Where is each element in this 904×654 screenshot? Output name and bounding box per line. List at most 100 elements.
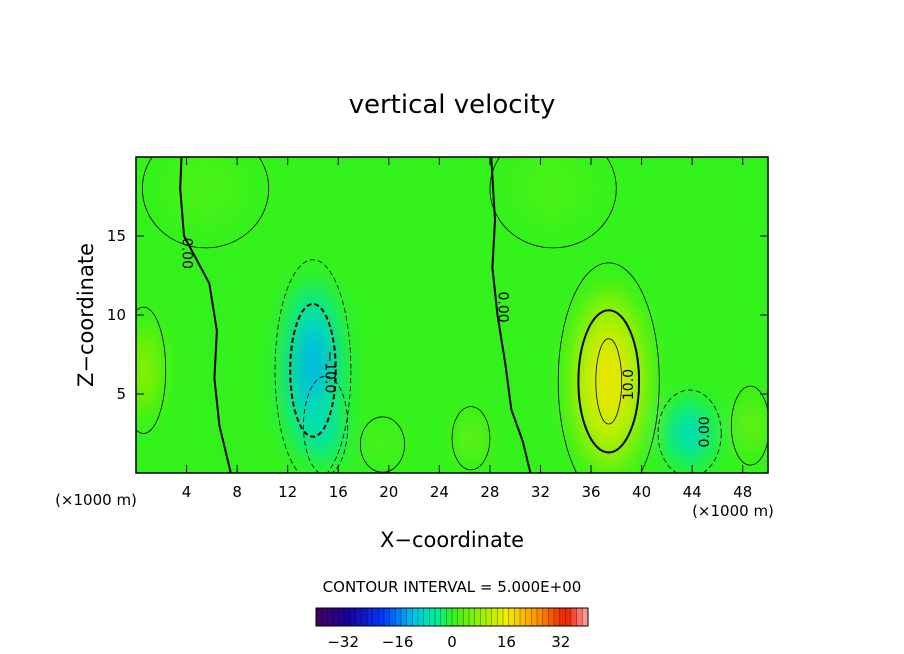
velocity-anomaly	[678, 418, 701, 449]
colorbar-swatch	[469, 608, 476, 626]
colorbar-swatch	[367, 608, 374, 626]
colorbar-tick-label: −32	[327, 633, 359, 651]
positive-contour	[489, 157, 617, 249]
colorbar-swatch	[497, 608, 504, 626]
colorbar-swatch	[423, 608, 430, 626]
colorbar-swatch	[508, 608, 515, 626]
velocity-anomaly	[743, 411, 757, 440]
velocity-anomaly	[374, 434, 391, 455]
zero-contour	[179, 157, 232, 473]
contour-lines	[136, 157, 768, 473]
colorbar-frame	[315, 607, 589, 627]
colorbar-swatch	[531, 608, 538, 626]
negative-contour	[657, 389, 722, 473]
colorbar-tick-label: 16	[497, 633, 516, 651]
x-axis-label: X−coordinate	[380, 528, 524, 552]
chart-title: vertical velocity	[349, 90, 556, 120]
colorbar-swatch	[486, 608, 493, 626]
y-axis-label: Z−coordinate	[74, 243, 98, 387]
colorbar-swatch	[321, 608, 328, 626]
colorbar-tick-label: 32	[551, 633, 570, 651]
colorbar-swatch	[372, 608, 379, 626]
colorbar-swatch	[542, 608, 549, 626]
colorbar-swatch	[338, 608, 345, 626]
colorbar-swatch	[429, 608, 436, 626]
colorbar-swatch	[384, 608, 391, 626]
colorbar-ticks: −32 −16 0 16 32	[327, 633, 570, 651]
velocity-anomaly	[530, 167, 576, 210]
x-tick-label: 20	[379, 483, 398, 501]
colorbar-swatch	[452, 608, 459, 626]
colorbar-swatch	[554, 608, 561, 626]
contour-label: 0.00	[697, 416, 713, 447]
positive-contour	[557, 262, 660, 473]
colorbar	[315, 607, 589, 627]
colorbar-swatch	[514, 608, 521, 626]
x-tick-label: 36	[581, 483, 600, 501]
colorbar-swatch	[548, 608, 555, 626]
positive-contour	[577, 309, 641, 454]
positive-contour	[141, 157, 270, 249]
positive-contour	[136, 306, 167, 434]
x-tick-label: 44	[683, 483, 702, 501]
zero-contour	[490, 157, 532, 473]
velocity-anomaly	[590, 339, 627, 424]
velocity-anomaly	[136, 348, 152, 393]
y-axis: 5 10 15	[107, 227, 768, 403]
positive-contour	[595, 338, 623, 425]
colorbar-swatch	[440, 608, 447, 626]
colorbar-swatch	[576, 608, 583, 626]
negative-contour	[289, 302, 337, 438]
x-tick-label: 24	[430, 483, 449, 501]
colorbar-swatch	[389, 608, 396, 626]
y-tick-label: 5	[116, 385, 126, 403]
colorbar-swatch	[355, 608, 362, 626]
colorbar-swatch	[344, 608, 351, 626]
colorbar-swatch	[582, 608, 589, 626]
colorbar-swatch	[503, 608, 510, 626]
colorbar-swatch	[457, 608, 464, 626]
x-tick-label: 32	[531, 483, 550, 501]
x-unit-left: (×1000 m)	[55, 491, 137, 509]
x-axis: 4 8 12 16 20 24 28 32 36 40 44 48	[182, 157, 752, 501]
colorbar-swatch	[559, 608, 566, 626]
plot-area: 0.00 0.00 −10.0 10.0 0.00	[136, 157, 768, 473]
colorbar-swatch	[350, 608, 357, 626]
colorbar-swatch	[316, 608, 323, 626]
colorbar-swatch	[435, 608, 442, 626]
contour-label: 10.0	[621, 369, 637, 400]
colorbar-swatch	[327, 608, 334, 626]
contour-interval-note: CONTOUR INTERVAL = 5.000E+00	[323, 578, 582, 596]
colorbar-swatch	[525, 608, 532, 626]
colorbar-swatch	[491, 608, 498, 626]
positive-contour	[359, 416, 406, 473]
contour-labels: 0.00 0.00 −10.0 10.0 0.00	[179, 238, 713, 448]
contour-label: −10.0	[321, 350, 337, 393]
x-tick-label: 4	[182, 483, 192, 501]
colorbar-swatch	[361, 608, 368, 626]
colorbar-swatch	[418, 608, 425, 626]
velocity-field	[136, 157, 766, 473]
colorbar-swatch	[412, 608, 419, 626]
colorbar-swatch	[406, 608, 413, 626]
colorbar-swatch	[446, 608, 453, 626]
x-unit-right: (×1000 m)	[692, 502, 774, 520]
colorbar-swatch	[571, 608, 578, 626]
negative-contour	[274, 259, 352, 473]
colorbar-tick-label: −16	[382, 633, 414, 651]
y-tick-label: 10	[107, 306, 126, 324]
x-tick-label: 40	[632, 483, 651, 501]
colorbar-swatch	[565, 608, 572, 626]
colorbar-swatch	[378, 608, 385, 626]
x-tick-label: 12	[278, 483, 297, 501]
contour-label: 0.00	[495, 292, 511, 323]
x-tick-label: 16	[329, 483, 348, 501]
colorbar-swatch	[401, 608, 408, 626]
colorbar-tick-label: 0	[447, 633, 457, 651]
x-tick-label: 48	[733, 483, 752, 501]
positive-contour	[730, 385, 768, 466]
x-tick-label: 8	[232, 483, 242, 501]
colorbar-swatch	[474, 608, 481, 626]
colorbar-swatch	[333, 608, 340, 626]
